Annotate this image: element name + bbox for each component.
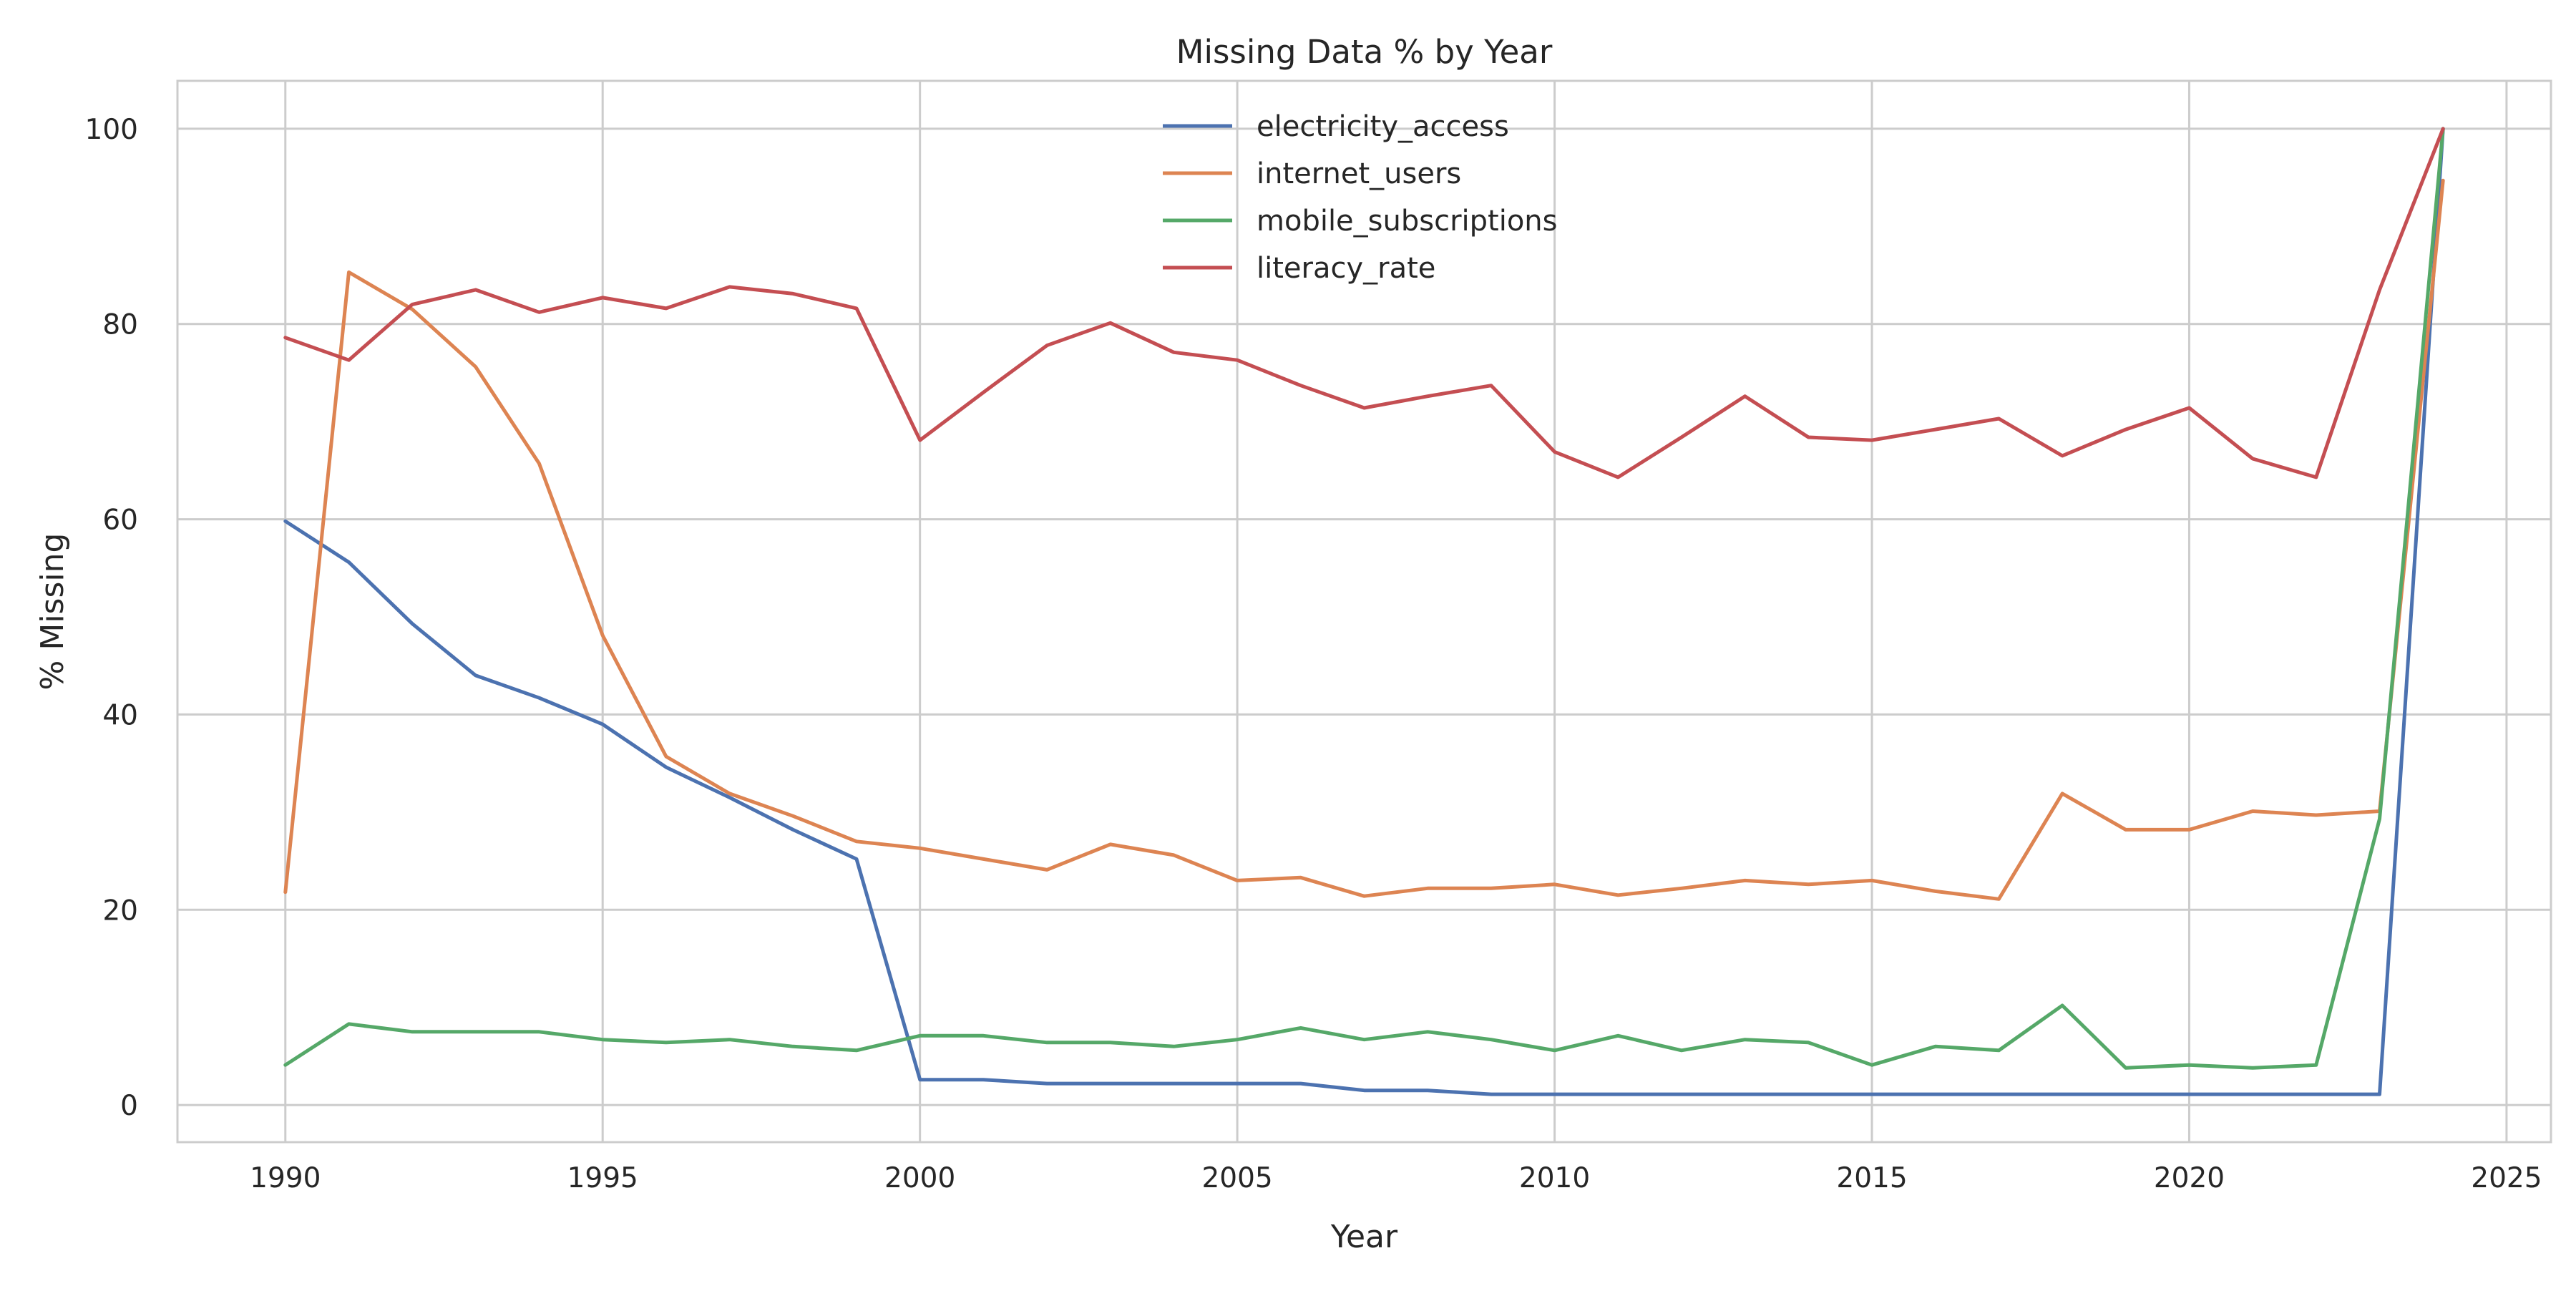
series-line-literacy-rate — [283, 127, 2445, 479]
x-tick-label: 1990 — [250, 1162, 321, 1194]
y-tick-label: 100 — [85, 114, 138, 146]
series-lines — [283, 127, 2445, 1096]
x-tick-label: 2000 — [884, 1162, 955, 1194]
legend-label: electricity_access — [1257, 110, 1509, 143]
x-axis-label: Year — [1330, 1219, 1398, 1255]
y-tick-label: 60 — [102, 505, 138, 537]
y-tick-label: 40 — [102, 699, 138, 731]
y-axis-ticks: 0 20 40 60 80 100 — [85, 114, 138, 1122]
series-line-internet-users — [283, 178, 2445, 901]
y-axis-label: % Missing — [34, 533, 71, 691]
y-tick-label: 0 — [120, 1090, 138, 1122]
legend-item: internet_users — [1163, 157, 1461, 190]
legend-label: literacy_rate — [1257, 252, 1435, 285]
x-axis-ticks: 1990 1995 2000 2005 2010 2015 2020 2025 — [250, 1162, 2542, 1194]
legend-item: electricity_access — [1163, 110, 1509, 143]
x-tick-label: 1995 — [567, 1162, 638, 1194]
x-tick-label: 2015 — [1836, 1162, 1907, 1194]
chart-title: Missing Data % by Year — [1176, 33, 1553, 71]
legend-item: literacy_rate — [1163, 252, 1435, 285]
x-tick-label: 2025 — [2471, 1162, 2542, 1194]
series-line-mobile-subscriptions — [283, 127, 2445, 1070]
grid — [177, 81, 2551, 1142]
y-tick-label: 80 — [102, 309, 138, 341]
x-tick-label: 2005 — [1201, 1162, 1272, 1194]
series-line-electricity-access — [283, 127, 2445, 1096]
legend-label: mobile_subscriptions — [1257, 205, 1558, 238]
x-tick-label: 2010 — [1519, 1162, 1590, 1194]
y-tick-label: 20 — [102, 895, 138, 927]
legend: electricity_access internet_users mobile_s… — [1163, 110, 1558, 285]
legend-label: internet_users — [1257, 157, 1461, 190]
x-tick-label: 2020 — [2154, 1162, 2225, 1194]
legend-item: mobile_subscriptions — [1163, 205, 1558, 238]
plot-frame — [176, 79, 2552, 1144]
